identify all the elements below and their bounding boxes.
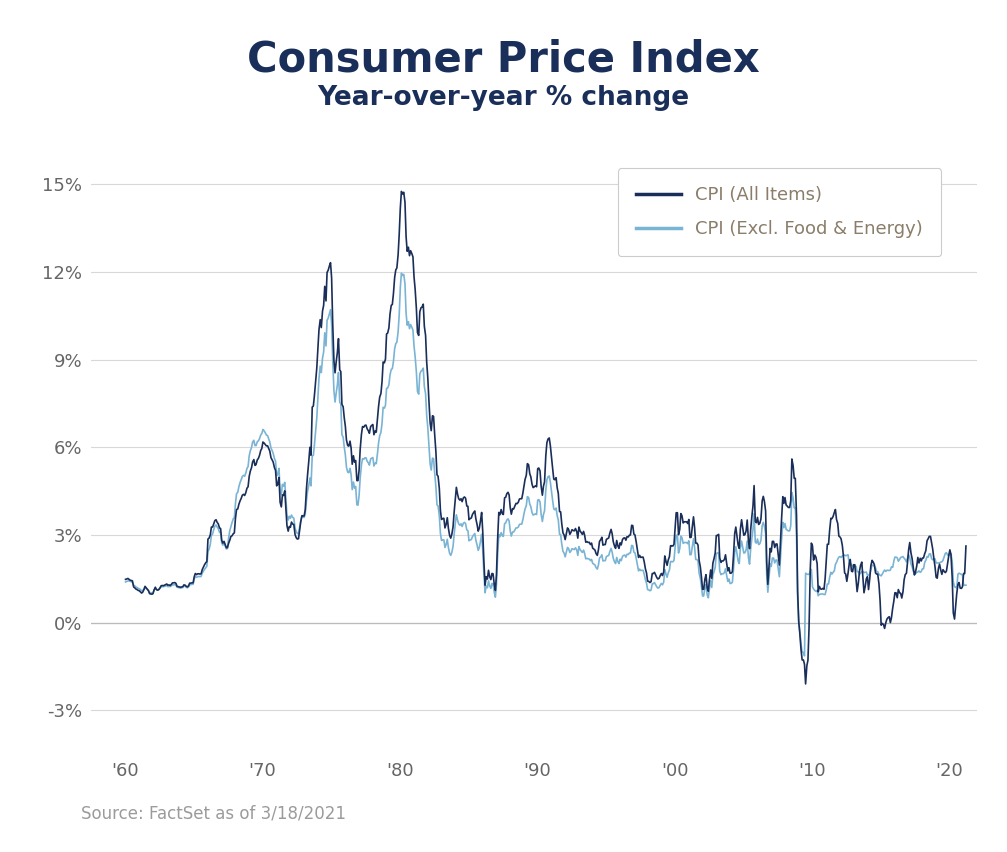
Text: Consumer Price Index: Consumer Price Index xyxy=(247,38,760,80)
Legend: CPI (All Items), CPI (Excl. Food & Energy): CPI (All Items), CPI (Excl. Food & Energ… xyxy=(617,168,942,256)
Text: Source: FactSet as of 3/18/2021: Source: FactSet as of 3/18/2021 xyxy=(81,804,345,822)
Text: Year-over-year % change: Year-over-year % change xyxy=(317,85,690,112)
